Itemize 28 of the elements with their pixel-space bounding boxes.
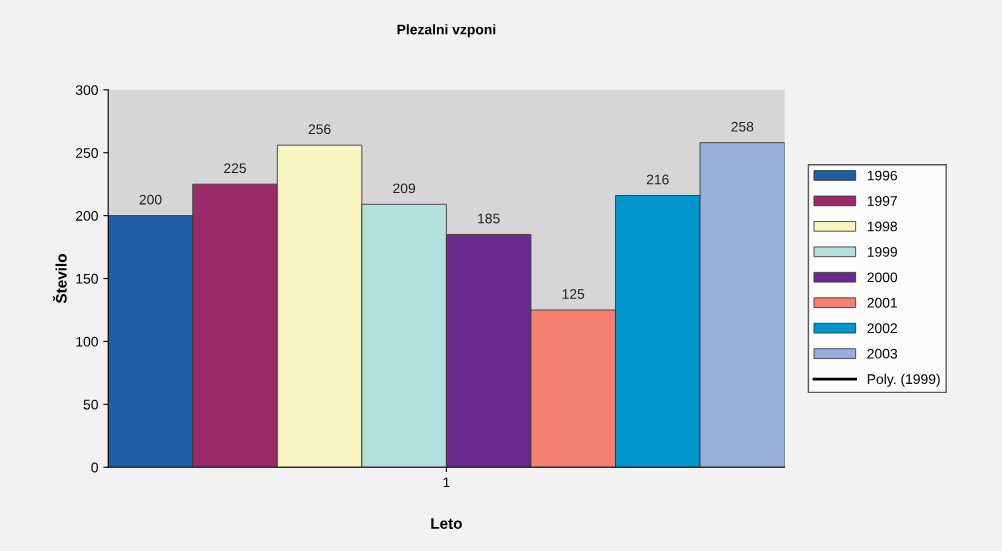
- legend-label: 1999: [867, 246, 897, 257]
- legend-label: 1998: [867, 221, 898, 232]
- legend-label: 2003: [867, 348, 898, 359]
- y-tick-label: 200: [76, 210, 98, 221]
- data-label: 216: [646, 174, 669, 185]
- chart-title: Plezalni vzponi: [397, 24, 496, 38]
- legend-label: 2002: [867, 323, 897, 334]
- legend-label: 2000: [867, 272, 898, 283]
- data-label: 225: [224, 163, 247, 174]
- x-tick-label: 1: [443, 477, 450, 488]
- y-tick-label: 250: [76, 148, 98, 158]
- x-axis-title: Leto: [431, 518, 462, 529]
- data-label: 209: [393, 183, 416, 194]
- data-label: 200: [139, 194, 162, 205]
- data-label: 258: [731, 121, 754, 132]
- y-tick-label: 50: [83, 399, 98, 410]
- data-label: 125: [562, 289, 585, 299]
- legend-label: 2001: [867, 297, 897, 308]
- y-axis-title: Število: [52, 254, 67, 304]
- legend-label: 1996: [867, 170, 898, 181]
- data-label: 185: [478, 213, 500, 224]
- data-label: 256: [308, 124, 331, 135]
- y-tick-label: 150: [76, 273, 98, 284]
- y-tick-label: 100: [76, 336, 98, 347]
- y-tick-label: 300: [75, 85, 98, 95]
- legend-label: 1997: [867, 196, 897, 206]
- legend-label: Poly. (1999): [867, 373, 940, 387]
- y-tick-label: 0: [91, 462, 98, 473]
